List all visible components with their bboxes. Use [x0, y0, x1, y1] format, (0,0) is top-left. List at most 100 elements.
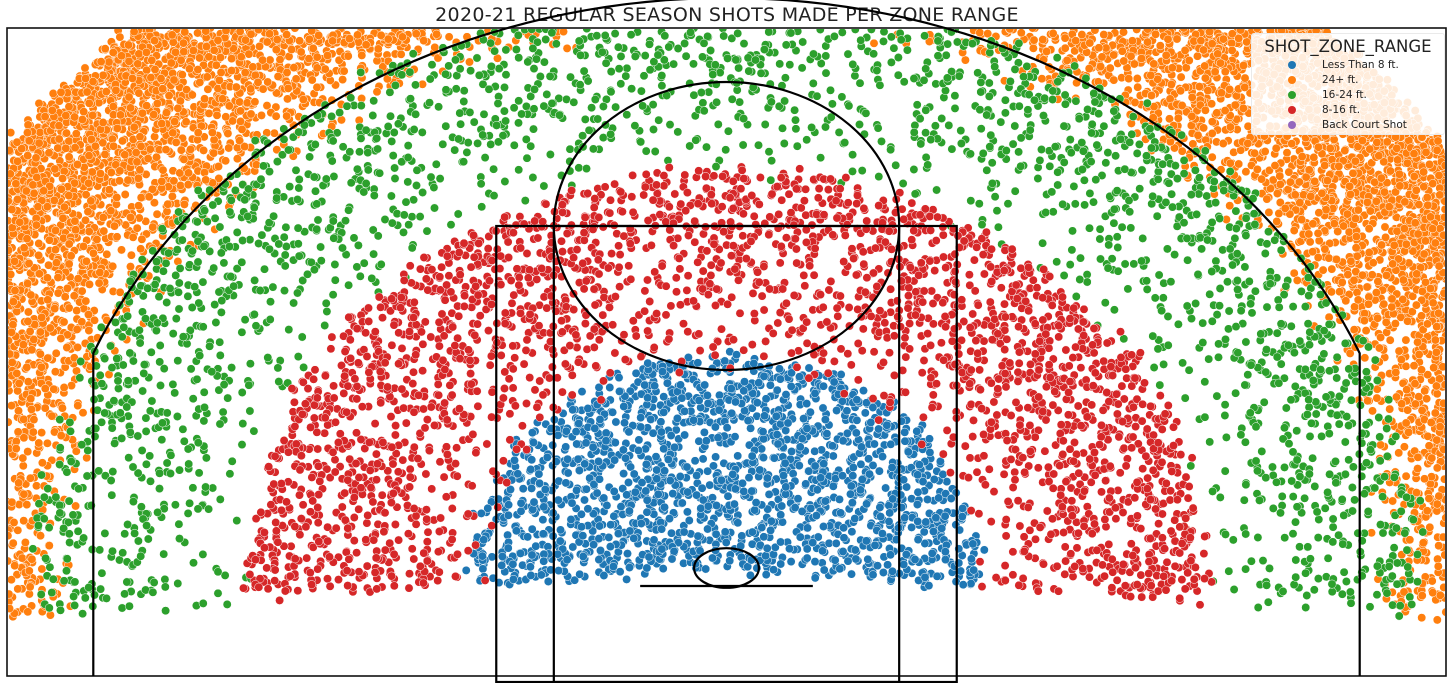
scatter-point [812, 485, 822, 495]
scatter-point [19, 489, 29, 499]
scatter-point [941, 555, 950, 565]
scatter-point [969, 565, 979, 575]
scatter-point [701, 436, 711, 446]
scatter-point [797, 506, 807, 516]
scatter-point [721, 538, 731, 547]
scatter-point [650, 381, 660, 391]
scatter-point [702, 390, 712, 400]
scatter-point [629, 469, 639, 479]
scatter-point [611, 417, 621, 427]
scatter-point [694, 396, 704, 405]
scatter-point [682, 462, 692, 472]
scatter-point [776, 537, 786, 547]
scatter-point [820, 496, 830, 506]
scatter-point [793, 494, 803, 504]
scatter-point [1132, 29, 1142, 34]
scatter-point [979, 545, 989, 555]
scatter-point [1155, 41, 1165, 51]
scatter-point [594, 382, 604, 392]
scatter-point [511, 526, 521, 536]
scatter-point [652, 465, 662, 475]
scatter-point [618, 445, 628, 455]
scatter-point [516, 548, 525, 558]
scatter-point [548, 440, 558, 450]
scatter-point [553, 495, 563, 505]
scatter-point [705, 480, 715, 490]
scatter-point [23, 607, 33, 617]
scatter-point [932, 571, 942, 581]
scatter-point [623, 549, 632, 559]
scatter-point [660, 466, 670, 476]
scatter-point [677, 498, 687, 508]
scatter-point [744, 473, 754, 483]
scatter-point [828, 451, 838, 461]
scatter-point [17, 553, 27, 563]
scatter-point [747, 486, 757, 496]
scatter-point [594, 534, 604, 544]
scatter-point [629, 533, 639, 543]
scatter-point [761, 394, 771, 404]
scatter-point [779, 471, 788, 480]
scatter-point [684, 516, 694, 525]
scatter-point [1423, 431, 1433, 441]
scatter-point [820, 415, 830, 425]
scatter-point [1188, 139, 1198, 149]
scatter-point [720, 356, 730, 366]
scatter-point [525, 562, 535, 572]
scatter-point [714, 405, 724, 415]
scatter-point [831, 538, 841, 548]
scatter-point [900, 513, 910, 523]
scatter-point [478, 564, 488, 574]
scatter-point [497, 552, 507, 561]
scatter-point [643, 393, 653, 403]
scatter-point [1130, 98, 1140, 107]
scatter-point [657, 544, 667, 554]
scatter-point [675, 472, 685, 481]
scatter-point [835, 494, 844, 504]
scatter-point [919, 527, 929, 537]
scatter-point [710, 422, 720, 432]
scatter-point [765, 380, 775, 390]
scatter-point [747, 527, 757, 537]
scatter-point [667, 528, 676, 538]
scatter-point [722, 423, 732, 433]
scatter-point [571, 427, 581, 437]
scatter-point [637, 478, 647, 488]
scatter-point [819, 565, 829, 575]
scatter-point [656, 427, 666, 437]
scatter-point [755, 465, 765, 475]
scatter-point [37, 458, 47, 468]
scatter-point [503, 543, 513, 553]
scatter-point [34, 239, 44, 248]
scatter-point [529, 497, 539, 507]
scatter-point [818, 546, 827, 556]
scatter-point [577, 387, 587, 397]
scatter-point [527, 550, 537, 560]
scatter-point [760, 411, 769, 421]
scatter-point [601, 436, 611, 446]
scatter-point [1290, 190, 1300, 200]
scatter-point [1262, 194, 1272, 204]
scatter-point [1337, 277, 1347, 287]
scatter-point [788, 469, 798, 479]
scatter-point [594, 456, 604, 466]
scatter-point [924, 581, 934, 591]
scatter-point [595, 521, 605, 531]
scatter-point [876, 512, 886, 522]
scatter-point [827, 441, 837, 451]
scatter-point [663, 455, 673, 464]
scatter-point [10, 561, 20, 571]
scatter-point [759, 532, 769, 542]
scatter-point [832, 406, 842, 415]
scatter-point [670, 442, 679, 452]
scatter-point [555, 536, 565, 546]
scatter-point [692, 490, 702, 500]
scatter-point [1433, 561, 1443, 571]
scatter-point [636, 413, 646, 423]
scatter-point [780, 458, 790, 468]
scatter-point [759, 453, 768, 463]
scatter-point [783, 418, 793, 428]
scatter-point [562, 43, 572, 53]
scatter-point [542, 452, 552, 462]
scatter-point [786, 381, 796, 391]
